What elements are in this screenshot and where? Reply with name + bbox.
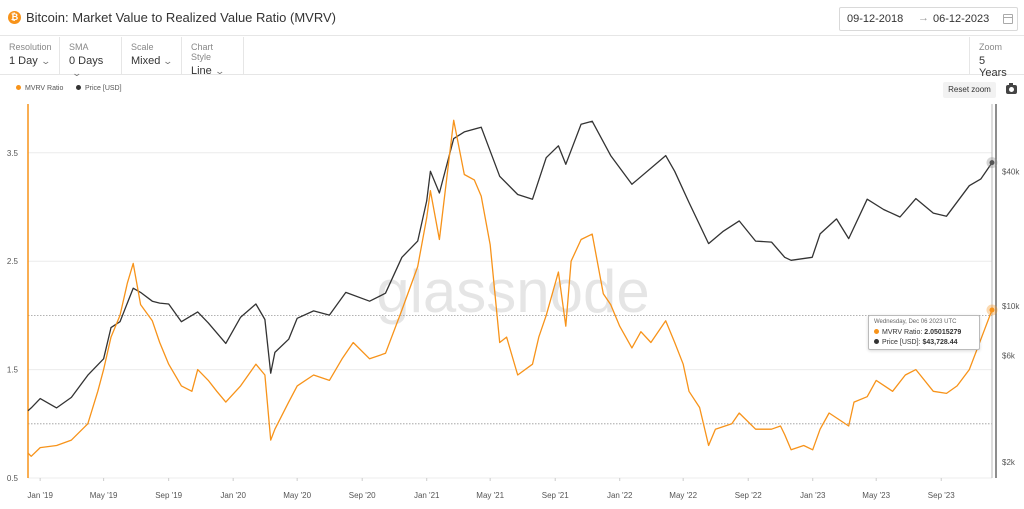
x-tick-label: Jan '22 [607, 491, 633, 500]
y-left-tick-label: 2.5 [7, 257, 19, 266]
x-tick-label: Jan '21 [414, 491, 440, 500]
scale-value: Mixed [131, 55, 161, 67]
mvrv-series-line [27, 119, 993, 457]
chart-controls: Resolution 1 Day ⌄ SMA 0 Days⌄ Scale Mixe… [0, 37, 1024, 90]
chevron-down-icon: ⌄ [162, 56, 174, 66]
reset-zoom-button[interactable]: Reset zoom [943, 82, 996, 98]
x-tick-label: Sep '22 [735, 491, 762, 500]
x-tick-label: Jan '19 [27, 491, 53, 500]
tooltip-mvrv-label: MVRV Ratio: [882, 329, 923, 336]
y-right-ticks: $2k $6k $10k $40k [1002, 167, 1020, 467]
tooltip-row-mvrv: MVRV Ratio: 2.05015279 [874, 328, 974, 338]
series-layer [27, 119, 993, 457]
hover-markers [986, 157, 998, 316]
date-range-picker[interactable]: 09-12-2018 → 06-12-2023 [839, 7, 1018, 31]
hover-tooltip: Wednesday, Dec 06 2023 UTC MVRV Ratio: 2… [868, 315, 980, 350]
camera-icon[interactable] [1006, 83, 1017, 94]
x-tick-label: Sep '19 [155, 491, 182, 500]
sma-value: 0 Days [69, 55, 104, 67]
x-tick-label: May '21 [476, 491, 504, 500]
y-right-tick-label: $2k [1002, 458, 1016, 467]
chart-header: ₿ Bitcoin: Market Value to Realized Valu… [0, 0, 1024, 36]
chevron-down-icon: ⌄ [40, 56, 51, 66]
y-left-tick-label: 0.5 [7, 474, 19, 483]
tooltip-row-price: Price [USD]: $43,728.44 [874, 338, 974, 348]
sma-dropdown[interactable]: SMA 0 Days⌄ [60, 37, 122, 78]
x-tick-label: May '23 [862, 491, 890, 500]
legend-dot [76, 85, 81, 90]
legend-item-price[interactable]: Price [USD] [76, 85, 122, 92]
zoom-value: 5 Years [979, 55, 1007, 79]
price-hover-point [989, 160, 995, 166]
x-tick-label: Sep '21 [542, 491, 569, 500]
legend-label-price: Price [USD] [85, 85, 122, 92]
tooltip-mvrv-value: 2.05015279 [924, 329, 962, 336]
x-tick-label: May '20 [283, 491, 311, 500]
chevron-down-icon: ⌄ [71, 68, 83, 78]
y-left-ticks: 0.5 1.5 2.5 3.5 [7, 149, 19, 483]
bitcoin-icon: ₿ [8, 11, 21, 24]
tooltip-dot [874, 329, 879, 334]
resolution-value: 1 Day [9, 55, 38, 67]
y-left-tick-label: 1.5 [7, 366, 19, 375]
tooltip-price-label: Price [USD]: [882, 339, 921, 346]
x-tick-label: Sep '20 [349, 491, 376, 500]
scale-dropdown[interactable]: Scale Mixed ⌄ [122, 37, 182, 75]
y-left-tick-label: 3.5 [7, 149, 19, 158]
legend-item-mvrv[interactable]: MVRV Ratio [16, 85, 63, 92]
resolution-label: Resolution [9, 42, 52, 52]
legend-dot [16, 85, 21, 90]
sma-label: SMA [69, 42, 89, 52]
price-series-line [27, 120, 993, 412]
watermark: glassnode [376, 258, 650, 325]
mvrv-chart[interactable]: glassnode 0.5 1.5 2.5 3.5 $2k $6k $10k $40k Ja… [0, 100, 1024, 509]
resolution-dropdown[interactable]: Resolution 1 Day ⌄ [0, 37, 60, 75]
x-tick-label: Jan '23 [800, 491, 826, 500]
y-right-tick-label: $10k [1002, 302, 1020, 311]
chart-style-label: Chart Style [191, 42, 214, 62]
x-tick-label: May '19 [90, 491, 118, 500]
tooltip-dot [874, 339, 879, 344]
legend-label-mvrv: MVRV Ratio [25, 85, 64, 92]
scale-label: Scale [131, 42, 154, 52]
y-right-tick-label: $6k [1002, 352, 1016, 361]
arrow-right-icon: → [918, 12, 929, 24]
page-title: Bitcoin: Market Value to Realized Value … [26, 10, 336, 25]
zoom-dropdown[interactable]: Zoom 5 Years⌄ [969, 37, 1024, 90]
x-tick-label: May '22 [669, 491, 697, 500]
x-tick-label: Jan '20 [220, 491, 246, 500]
chevron-down-icon: ⌄ [214, 66, 225, 76]
zoom-label: Zoom [979, 42, 1003, 52]
date-end-input[interactable]: 06-12-2023 [933, 13, 990, 25]
y-right-tick-label: $40k [1002, 167, 1020, 176]
date-start-input[interactable]: 09-12-2018 [847, 13, 904, 25]
x-ticks: Jan '19 May '19 Sep '19 Jan '20 May '20 Sep '… [27, 478, 955, 500]
calendar-icon[interactable] [1003, 14, 1013, 24]
tooltip-date: Wednesday, Dec 06 2023 UTC [874, 319, 957, 325]
tooltip-price-value: $43,728.44 [922, 339, 958, 346]
mvrv-hover-point [989, 307, 995, 313]
x-tick-label: Sep '23 [928, 491, 955, 500]
grid-lines [28, 152, 992, 479]
chart-style-dropdown[interactable]: Chart Style Line ⌄ [182, 37, 244, 77]
chart-style-value: Line [191, 65, 212, 77]
